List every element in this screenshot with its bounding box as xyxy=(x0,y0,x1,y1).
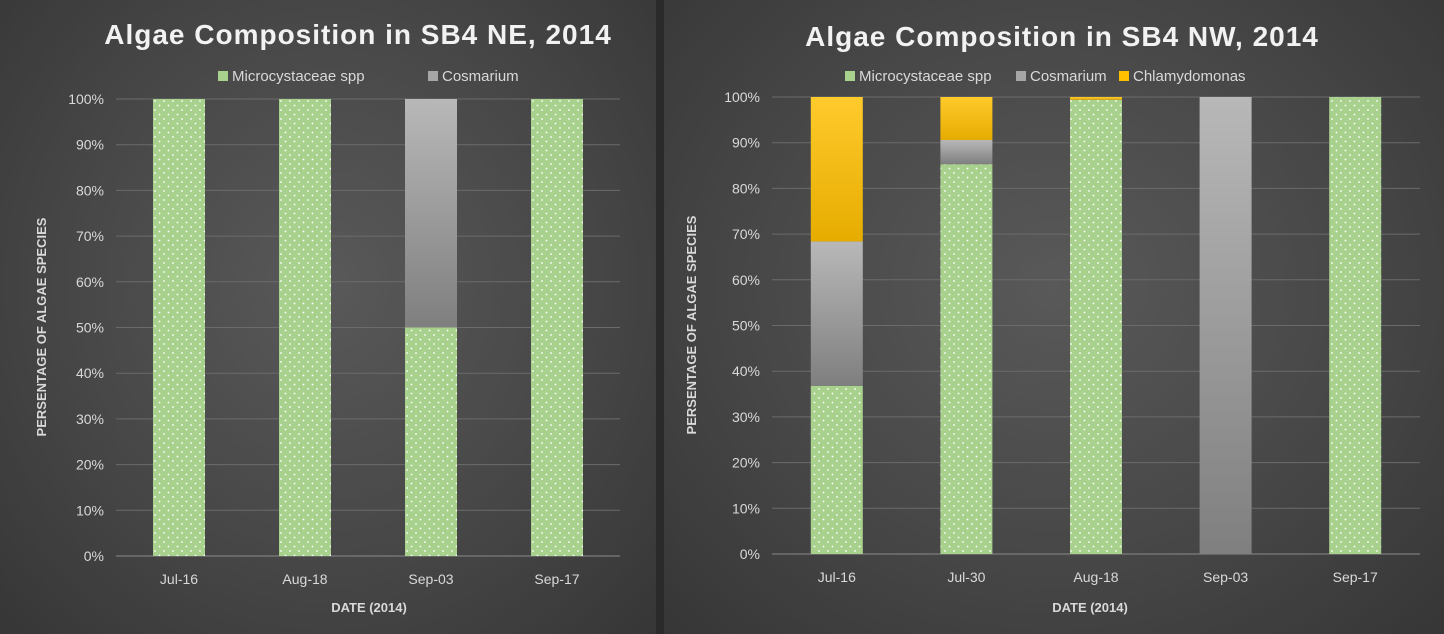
bar-segment xyxy=(1329,97,1382,554)
x-tick-label: Sep-03 xyxy=(1203,569,1248,585)
bar-segment xyxy=(1070,99,1122,554)
legend-swatch xyxy=(218,71,228,81)
chart-sb4-nw: Algae Composition in SB4 NW, 2014 Microc… xyxy=(684,21,1420,615)
bar-segment xyxy=(810,97,863,242)
bar-segment xyxy=(405,99,457,328)
bar-segment xyxy=(810,385,863,554)
y-axis-title: PERSENTAGE OF ALGAE SPECIES xyxy=(34,217,49,436)
bar-segment xyxy=(405,327,457,556)
x-axis-title: DATE (2014) xyxy=(1052,600,1128,615)
chart-panel-sb4-ne: Algae Composition in SB4 NE, 2014 Microc… xyxy=(0,0,656,634)
y-tick-label: 100% xyxy=(724,89,760,105)
chart-title: Algae Composition in SB4 NE, 2014 xyxy=(104,19,612,50)
x-tick-label: Sep-17 xyxy=(534,571,579,587)
bar-segment xyxy=(810,241,863,386)
x-tick-label: Sep-03 xyxy=(408,571,453,587)
y-axis-title: PERSENTAGE OF ALGAE SPECIES xyxy=(684,215,699,434)
legend-label: Microcystaceae spp xyxy=(859,68,992,85)
chart-title: Algae Composition in SB4 NW, 2014 xyxy=(805,21,1319,52)
y-tick-label: 90% xyxy=(732,135,760,151)
legend-swatch xyxy=(428,71,438,81)
x-tick-label: Aug-18 xyxy=(282,571,327,587)
bar-segment xyxy=(940,164,993,554)
y-tick-label: 20% xyxy=(732,455,760,471)
legend-swatch xyxy=(845,71,855,81)
y-tick-label: 30% xyxy=(76,411,104,427)
chart-panel-sb4-nw: Algae Composition in SB4 NW, 2014 Microc… xyxy=(664,0,1444,634)
y-tick-label: 80% xyxy=(76,182,104,198)
y-tick-label: 70% xyxy=(732,226,760,242)
chart-sb4-ne: Algae Composition in SB4 NE, 2014 Microc… xyxy=(34,19,620,615)
y-tick-label: 70% xyxy=(76,228,104,244)
y-tick-label: 0% xyxy=(84,548,104,564)
y-tick-label: 50% xyxy=(76,320,104,336)
bar-segment xyxy=(531,99,583,556)
y-tick-label: 80% xyxy=(732,180,760,196)
y-tick-label: 30% xyxy=(732,409,760,425)
legend-swatch xyxy=(1119,71,1129,81)
bar-segment xyxy=(940,139,993,165)
bar-segment xyxy=(1199,97,1252,554)
legend-label: Cosmarium xyxy=(442,68,519,85)
x-tick-label: Sep-17 xyxy=(1333,569,1378,585)
bar-segment xyxy=(153,99,205,556)
y-tick-label: 60% xyxy=(76,274,104,290)
y-tick-label: 50% xyxy=(732,318,760,334)
legend-swatch xyxy=(1016,71,1026,81)
legend-label: Chlamydomonas xyxy=(1133,68,1246,85)
legend-label: Cosmarium xyxy=(1030,68,1107,85)
bar-segment xyxy=(1070,97,1122,100)
y-tick-label: 60% xyxy=(732,272,760,288)
legend-label: Microcystaceae spp xyxy=(232,68,365,85)
x-tick-label: Jul-16 xyxy=(818,569,856,585)
x-tick-label: Jul-16 xyxy=(160,571,198,587)
y-tick-label: 40% xyxy=(732,363,760,379)
x-tick-label: Jul-30 xyxy=(947,569,985,585)
y-tick-label: 100% xyxy=(68,91,104,107)
y-tick-label: 10% xyxy=(76,502,104,518)
y-tick-label: 10% xyxy=(732,500,760,516)
x-tick-label: Aug-18 xyxy=(1073,569,1118,585)
y-tick-label: 90% xyxy=(76,137,104,153)
y-tick-label: 40% xyxy=(76,365,104,381)
y-tick-label: 0% xyxy=(740,546,760,562)
y-tick-label: 20% xyxy=(76,457,104,473)
x-axis-title: DATE (2014) xyxy=(331,600,407,615)
bar-segment xyxy=(279,99,331,556)
bar-segment xyxy=(940,97,993,140)
